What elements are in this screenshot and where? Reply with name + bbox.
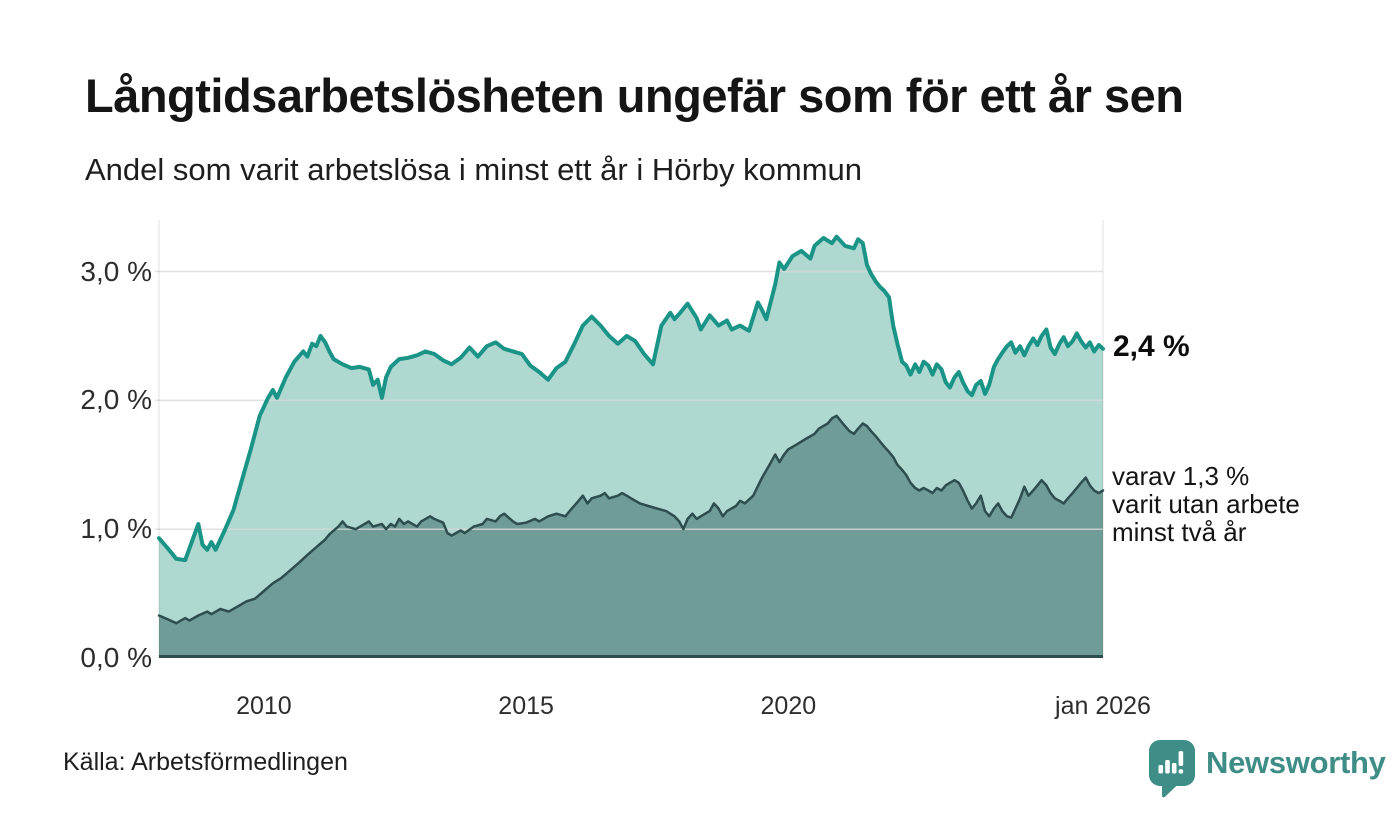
series-line-unemployed-2yr <box>157 414 1105 625</box>
newsworthy-logo: Newsworthy <box>1148 739 1386 798</box>
newsworthy-logo-text: Newsworthy <box>1206 745 1386 780</box>
source-credit: Källa: Arbetsförmedlingen <box>63 748 348 776</box>
area-fill-unemployed-2yr <box>159 415 1103 658</box>
y-axis-label: 3,0 % <box>80 255 152 287</box>
x-axis-label: 2020 <box>760 692 817 720</box>
x-axis-label: jan 2026 <box>1055 692 1151 720</box>
bar-chart-glyph <box>1158 751 1184 774</box>
page-subtitle: Andel som varit arbetslösa i minst ett å… <box>85 152 862 187</box>
x-axis-label: 2015 <box>498 692 554 720</box>
y-axis-label: 2,0 % <box>80 384 152 416</box>
area-chart <box>155 220 1105 658</box>
end-note-label-2yr: varav 1,3 % varit utan arbete minst två … <box>1112 461 1300 547</box>
y-axis-label: 0,0 % <box>80 642 152 673</box>
gridlines <box>155 270 1103 530</box>
newsworthy-logo-icon <box>1149 740 1195 798</box>
series-line-unemployed-1yr <box>157 234 1105 563</box>
end-value-label-1yr: 2,4 % <box>1113 330 1190 363</box>
page-title: Långtidsarbetslösheten ungefär som för e… <box>85 69 1184 122</box>
x-axis-label: 2010 <box>236 692 292 720</box>
y-axis-label: 1,0 % <box>80 513 152 545</box>
chart-svg <box>155 220 1105 658</box>
